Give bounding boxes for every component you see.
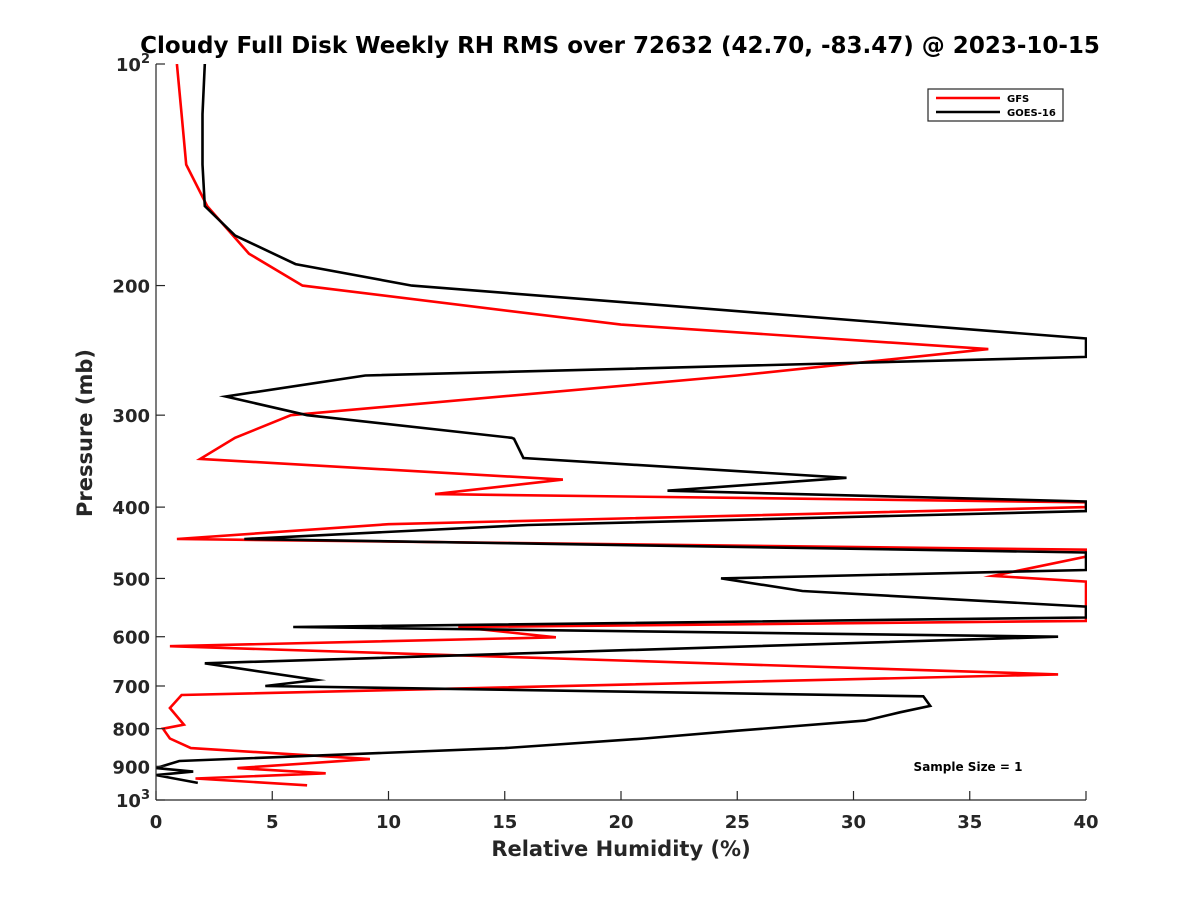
x-tick-label: 35 [957, 812, 982, 833]
sample-size-annotation: Sample Size = 1 [914, 760, 1023, 774]
x-tick-label: 25 [725, 812, 750, 833]
y-tick-label: 103 [116, 788, 150, 812]
y-tick-label: 600 [112, 628, 150, 649]
axes-layer [155, 64, 1086, 801]
y-tick-label: 700 [112, 677, 150, 698]
x-tick-label: 10 [376, 812, 401, 833]
legend: GFS GOES-16 [927, 88, 1064, 122]
x-axis-label: Relative Humidity (%) [491, 837, 750, 861]
chart-title: Cloudy Full Disk Weekly RH RMS over 7263… [140, 33, 1100, 59]
ticks-layer: 0 5 10 15 20 25 30 35 40 102 200 300 400 500 600 700 800… [112, 52, 1098, 833]
y-tick-label: 300 [112, 406, 150, 427]
x-tick-label: 40 [1073, 812, 1098, 833]
y-tick-label: 500 [112, 569, 150, 590]
legend-box [927, 88, 1064, 122]
x-tick-label: 0 [150, 812, 163, 833]
legend-label-gfs: GFS [1007, 94, 1029, 105]
x-tick-label: 15 [492, 812, 517, 833]
y-axis-label: Pressure (mb) [73, 349, 97, 517]
x-tick-label: 20 [608, 812, 633, 833]
y-tick-label: 102 [116, 52, 150, 76]
x-tick-label: 5 [266, 812, 279, 833]
series-line-goes-16 [156, 64, 1087, 785]
series-layer [156, 64, 1087, 787]
y-tick-label: 400 [112, 498, 150, 519]
legend-label-goes-16: GOES-16 [1007, 108, 1056, 119]
y-tick-label: 200 [112, 277, 150, 298]
x-tick-label: 30 [841, 812, 866, 833]
y-tick-label: 800 [112, 720, 150, 741]
y-tick-label: 900 [112, 757, 150, 778]
